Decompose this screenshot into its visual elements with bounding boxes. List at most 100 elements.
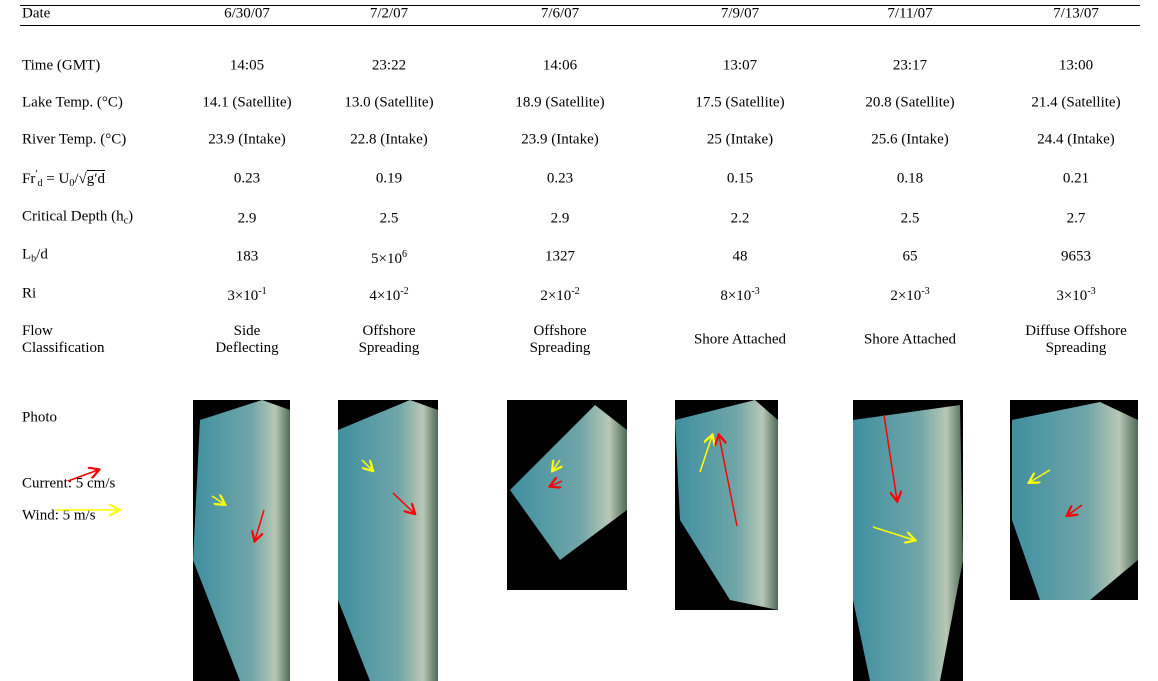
photo-3 — [507, 400, 627, 590]
row-label: River Temp. (°C) — [22, 131, 127, 148]
cell: Shore Attached — [863, 331, 957, 348]
cell: 2.5 — [379, 210, 399, 227]
header-rule — [20, 25, 1140, 26]
cell: 8×10-3 — [720, 283, 759, 305]
text-part: ) — [128, 208, 134, 225]
cell: 2×10-2 — [540, 283, 579, 305]
cell: 183 — [235, 248, 259, 265]
cell: 14:05 — [229, 57, 265, 74]
exponent: -3 — [921, 286, 930, 297]
cell: 13.0 (Satellite) — [344, 94, 434, 111]
row-label: Lake Temp. (°C) — [22, 94, 123, 111]
text-part: b — [31, 253, 37, 265]
exponent: -3 — [751, 286, 760, 297]
base: 8×10 — [720, 288, 752, 304]
cell: 23:22 — [371, 57, 407, 74]
exponent: -1 — [258, 286, 267, 297]
cell: 2.5 — [900, 210, 920, 227]
text-part: d — [37, 178, 43, 189]
cell: 5×106 — [371, 246, 407, 268]
row-label: Time (GMT) — [22, 57, 101, 74]
exponent: 6 — [401, 249, 407, 260]
cell: 7/6/07 — [540, 5, 580, 22]
text-part: / — [74, 171, 79, 187]
cell: 0.23 — [233, 170, 261, 187]
text-line: Spreading — [358, 340, 420, 356]
photo-6 — [1010, 400, 1138, 600]
text-line: Classification — [22, 340, 105, 356]
base: 2×10 — [540, 288, 572, 304]
cell: 22.8 (Intake) — [350, 131, 428, 148]
cell: 25.6 (Intake) — [871, 131, 949, 148]
base: 3×10 — [1056, 288, 1088, 304]
row-label: Fr′d = U0/√g′d — [22, 166, 106, 192]
cell: 7/13/07 — [1053, 5, 1099, 22]
cell: 20.8 (Satellite) — [865, 94, 955, 111]
text-line: Flow — [22, 323, 53, 339]
cell: 2×10-3 — [890, 283, 929, 305]
cell: 24.4 (Intake) — [1037, 131, 1115, 148]
photo-4 — [675, 400, 778, 610]
legend-current: Current: 5 cm/s — [22, 475, 116, 492]
cell: 3×10-3 — [1056, 283, 1095, 305]
cell: 23.9 (Intake) — [208, 131, 286, 148]
row-label: Flow Classification — [22, 323, 105, 357]
photo-2 — [338, 400, 438, 681]
cell: 14.1 (Satellite) — [202, 94, 292, 111]
text-line: Spreading — [529, 340, 591, 356]
exponent: -2 — [571, 286, 580, 297]
text-part: g′d — [86, 170, 106, 187]
cell: 17.5 (Satellite) — [695, 94, 785, 111]
text-line: Side — [233, 323, 261, 339]
cell: Side Deflecting — [215, 323, 278, 357]
cell: 25 (Intake) — [706, 131, 774, 148]
row-label: Ri — [22, 285, 37, 302]
cell: 1327 — [545, 248, 575, 265]
cell: 13:07 — [722, 57, 758, 74]
cell: Offshore Spreading — [530, 323, 591, 357]
photo-5 — [853, 400, 963, 681]
cell: Diffuse Offshore Spreading — [1025, 323, 1127, 357]
cell: 14:06 — [542, 57, 578, 74]
text-part: L — [22, 246, 32, 263]
cell: 7/9/07 — [720, 5, 760, 22]
text-part: Fr — [22, 171, 36, 187]
text-part: √ — [78, 171, 87, 187]
text-part: ′ — [35, 169, 38, 180]
legend-wind: Wind: 5 m/s — [22, 507, 96, 524]
base: 5×10 — [371, 251, 402, 267]
cell: 4×10-2 — [369, 283, 408, 305]
row-label: Date — [22, 5, 51, 22]
cell: 23:17 — [892, 57, 928, 74]
text-part: = U — [42, 171, 70, 187]
cell: 6/30/07 — [224, 5, 270, 22]
text-part: /d — [36, 246, 48, 263]
exponent: -2 — [400, 286, 409, 297]
row-label: Critical Depth (hc) — [22, 209, 133, 230]
photo-label: Photo — [22, 409, 58, 426]
base: 3×10 — [227, 288, 259, 304]
cell: Shore Attached — [693, 331, 787, 348]
exponent: -3 — [1087, 286, 1096, 297]
cell: 0.19 — [375, 170, 403, 187]
text-line: Diffuse Offshore — [1025, 323, 1127, 339]
base: 4×10 — [369, 288, 401, 304]
legend-arrows — [55, 470, 118, 510]
cell: 2.9 — [237, 210, 257, 227]
cell: 65 — [902, 248, 918, 265]
cell: 0.21 — [1062, 170, 1090, 187]
cell: 2.9 — [550, 210, 570, 227]
cell: 48 — [732, 248, 748, 265]
cell: 13:00 — [1058, 57, 1094, 74]
top-rule — [20, 5, 1140, 6]
text-part: Critical Depth (h — [22, 208, 124, 225]
cell: Offshore Spreading — [359, 323, 420, 357]
text-line: Offshore — [362, 323, 416, 339]
cell: 7/11/07 — [887, 5, 933, 22]
text-line: Offshore — [533, 323, 587, 339]
text-line: Spreading — [1045, 340, 1107, 356]
cell: 2.2 — [730, 210, 750, 227]
text-line: Deflecting — [215, 340, 279, 356]
